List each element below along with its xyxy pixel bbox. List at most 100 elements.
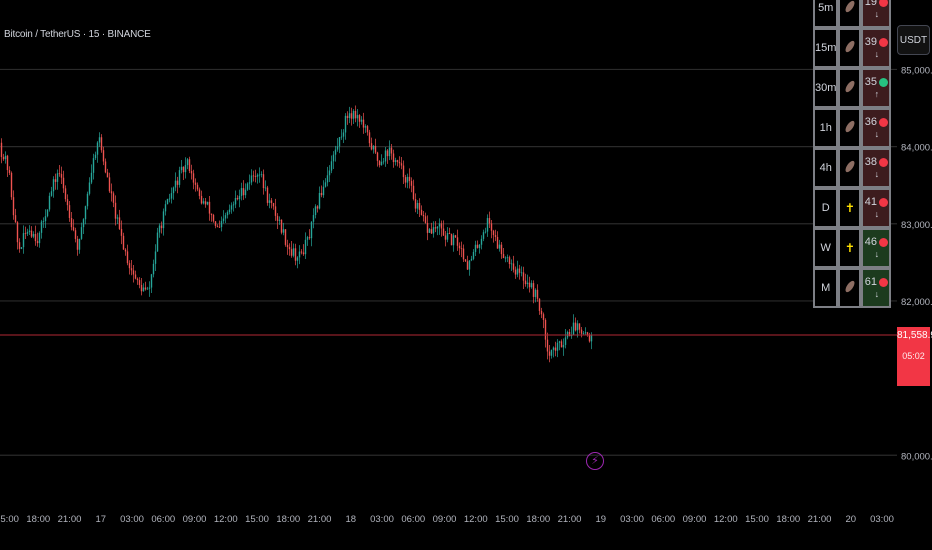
candle-body bbox=[576, 323, 579, 331]
candle-body bbox=[116, 217, 119, 219]
candle-body bbox=[150, 274, 153, 288]
candle-body bbox=[472, 251, 475, 259]
last-price-label: 81,558.91 05:02 bbox=[897, 327, 932, 386]
candle-body bbox=[216, 225, 219, 227]
candle-body bbox=[420, 209, 423, 215]
candle-body bbox=[404, 177, 407, 183]
candle-body bbox=[526, 282, 529, 285]
candle-body bbox=[336, 146, 339, 150]
bean-icon bbox=[843, 159, 857, 174]
candle-body bbox=[398, 162, 401, 164]
candle-body bbox=[262, 174, 265, 189]
arrow-down-icon: ↓ bbox=[874, 9, 880, 20]
candle-body bbox=[112, 193, 115, 203]
candle-body bbox=[474, 244, 477, 252]
candle-body bbox=[114, 202, 117, 219]
candle-body bbox=[300, 251, 303, 253]
candle-body bbox=[86, 193, 89, 207]
candle-body bbox=[154, 251, 157, 264]
candle-body bbox=[174, 180, 177, 188]
candle-body bbox=[330, 161, 333, 171]
candle-body bbox=[78, 238, 81, 250]
candle-body bbox=[538, 298, 541, 311]
candle-body bbox=[40, 221, 43, 233]
candle-body bbox=[496, 236, 499, 249]
candle-body bbox=[486, 218, 489, 232]
candle-body bbox=[190, 170, 193, 174]
candle-body bbox=[406, 176, 409, 183]
candle-body bbox=[528, 282, 531, 288]
candle-body bbox=[360, 119, 363, 122]
candle-body bbox=[16, 222, 19, 243]
candle-body bbox=[448, 232, 451, 234]
candle-body bbox=[272, 203, 275, 207]
time-tick-label: 21:00 bbox=[58, 514, 82, 525]
indicator-value: 35 bbox=[864, 76, 878, 88]
candle-body bbox=[508, 257, 511, 265]
candle-body bbox=[368, 132, 371, 144]
status-dot-icon bbox=[879, 117, 889, 127]
candle-body bbox=[400, 163, 403, 166]
candle-body bbox=[218, 226, 221, 228]
indicator-cell: 41↓ bbox=[861, 188, 892, 228]
candle-body bbox=[94, 154, 97, 159]
bean-icon bbox=[843, 39, 857, 54]
time-tick-label: 17 bbox=[95, 514, 106, 525]
indicator-cell: 36↓ bbox=[861, 108, 892, 148]
timeframe-row-D: D ✝ 41↓ bbox=[813, 188, 892, 228]
candle-body bbox=[88, 182, 91, 194]
candle-body bbox=[26, 231, 29, 234]
candle-body bbox=[18, 242, 21, 249]
indicator-cell: 39↓ bbox=[861, 28, 892, 68]
candle-body bbox=[256, 174, 259, 177]
candle-body bbox=[466, 261, 469, 270]
candle-body bbox=[548, 351, 551, 356]
candle-body bbox=[96, 142, 99, 155]
candle-body bbox=[4, 155, 7, 160]
candle-body bbox=[54, 179, 57, 182]
candle-body bbox=[460, 248, 463, 250]
candle-body bbox=[552, 347, 555, 350]
status-dot-icon bbox=[879, 197, 889, 207]
candle-body bbox=[382, 161, 385, 163]
candle-body bbox=[130, 268, 133, 271]
price-axis[interactable]: 85,000.00 84,000.00 83,000.00 82,000.00 80,0… bbox=[901, 65, 932, 462]
symbol-label[interactable]: Bitcoin / TetherUS · 15 · BINANCE bbox=[4, 29, 151, 40]
candle-body bbox=[128, 263, 131, 269]
signal-icon-cell: ✝ bbox=[838, 228, 862, 268]
candle-body bbox=[264, 187, 267, 189]
candle-body bbox=[186, 159, 189, 166]
candle-body bbox=[484, 231, 487, 233]
candle-body bbox=[314, 206, 317, 216]
candle-body bbox=[98, 137, 101, 143]
candle-body bbox=[530, 283, 533, 288]
arrow-down-icon: ↓ bbox=[874, 209, 880, 220]
time-axis[interactable]: 15:00 18:00 21:00 17 03:00 06:00 09:00 12:00 15:… bbox=[0, 514, 894, 525]
arrow-down-icon: ↓ bbox=[874, 169, 880, 180]
last-price-value: 81,558.91 bbox=[897, 330, 932, 341]
candle-body bbox=[124, 249, 127, 252]
candle-body bbox=[14, 215, 17, 223]
status-dot-icon bbox=[879, 0, 889, 7]
candle-body bbox=[90, 172, 93, 183]
status-dot-icon bbox=[879, 237, 889, 247]
bean-icon bbox=[843, 79, 857, 94]
candle-body bbox=[588, 334, 591, 342]
signal-icon-cell bbox=[838, 0, 862, 28]
candle-body bbox=[288, 247, 291, 250]
time-tick-label: 18:00 bbox=[776, 514, 800, 525]
indicator-cell: 38↓ bbox=[861, 148, 892, 188]
candle-body bbox=[274, 206, 277, 216]
candle-body bbox=[450, 233, 453, 246]
candle-body bbox=[332, 154, 335, 162]
candle-body bbox=[10, 172, 13, 198]
candle-body bbox=[362, 119, 365, 128]
arrow-down-icon: ↓ bbox=[874, 249, 880, 260]
candle-body bbox=[232, 204, 235, 206]
currency-button[interactable]: USDT bbox=[897, 25, 930, 55]
candle-body bbox=[70, 217, 73, 228]
candle-body bbox=[442, 228, 445, 236]
candle-body bbox=[166, 198, 169, 205]
lightning-icon[interactable]: ⚡ bbox=[586, 452, 604, 470]
